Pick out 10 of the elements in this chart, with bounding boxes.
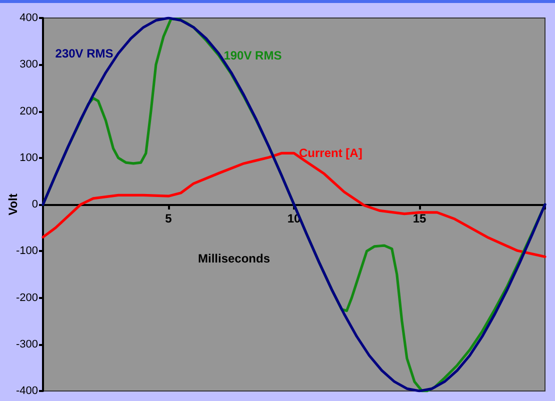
- y-tick-label: -300: [16, 338, 38, 350]
- y-tick-label: 200: [20, 105, 38, 118]
- y-tick-label: -400: [16, 385, 38, 397]
- y-tick-label: 400: [20, 12, 38, 24]
- y-tick-label: 300: [20, 58, 38, 71]
- y-tick-label: -100: [16, 245, 38, 258]
- y-axis-title: Volt: [6, 194, 20, 216]
- y-tick-label: 0: [32, 198, 38, 210]
- y-tick-label: -200: [16, 292, 38, 304]
- y-tick-label: 100: [20, 152, 38, 164]
